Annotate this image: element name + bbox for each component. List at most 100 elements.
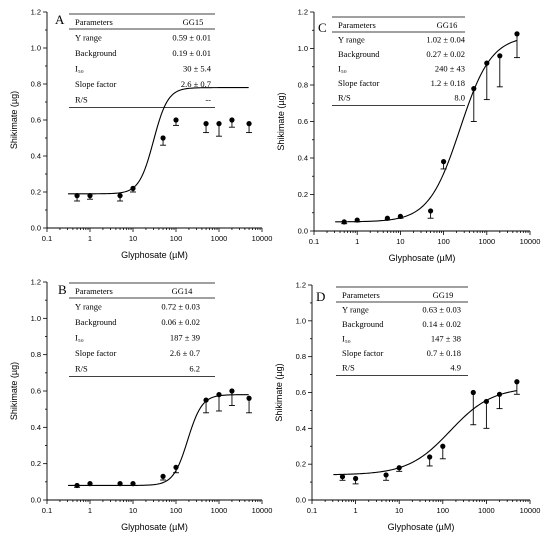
- table-row-label: I₅₀: [75, 64, 84, 74]
- y-tick-label: 0.6: [298, 117, 308, 126]
- y-axis-title: Shikimate (µg): [9, 91, 19, 149]
- table-row-label: Slope factor: [75, 348, 116, 358]
- x-tick-label: 100: [170, 506, 183, 515]
- data-point: [216, 392, 222, 398]
- y-tick-label: 1.2: [31, 278, 41, 287]
- x-axis-title: Glyphosate (µM): [121, 250, 188, 260]
- data-point: [397, 213, 403, 219]
- x-tick-label: 10: [396, 237, 404, 246]
- table-row-value: 2.6 ± 0.7: [170, 348, 200, 358]
- y-tick-label: 0.4: [31, 423, 41, 432]
- x-tick-label: 1: [355, 237, 359, 246]
- x-tick-label: 10: [129, 234, 137, 243]
- y-tick-label: 0.8: [31, 80, 41, 89]
- y-tick-label: 0.2: [31, 188, 41, 197]
- data-point: [427, 208, 434, 214]
- table-row-label: Y range: [75, 302, 102, 312]
- x-tick-label: 10000: [520, 237, 541, 246]
- fitted-curve: [333, 390, 517, 476]
- chart-panel-c: 0.1 1 10 100 1000 10000 0.0 0.2 0.4 0.6 0.8 1.0 1.2 G…: [276, 8, 540, 264]
- panel-letter: C: [318, 20, 327, 35]
- y-tick-label: 0.4: [298, 154, 308, 163]
- y-tick-label: 0.8: [298, 81, 308, 90]
- y-tick-label: 0.0: [31, 496, 41, 505]
- table-row-label: Y range: [75, 33, 102, 43]
- x-axis-title: Glyphosate (µM): [388, 522, 455, 532]
- x-tick-label: 10000: [520, 506, 541, 515]
- data-point: [130, 185, 136, 191]
- table-row-value: --: [205, 95, 211, 105]
- x-tick-label: 1000: [211, 234, 228, 243]
- table-row-label: Y range: [338, 35, 365, 45]
- y-tick-label: 1.0: [31, 314, 41, 323]
- y-tick-label: 1.2: [298, 8, 308, 17]
- table-header-label: Parameters: [342, 290, 380, 300]
- table-row-value: 0.06 ± 0.02: [161, 317, 200, 327]
- x-tick-label: 1000: [211, 506, 228, 515]
- chart-panel-d: 0.1 1 10 100 1000 10000 0.0 0.2 0.4 0.6 0.8 1.0 1.2 G…: [274, 281, 540, 533]
- data-point: [384, 215, 390, 221]
- panel-letter: A: [55, 12, 65, 27]
- data-point: [353, 475, 359, 482]
- data-point: [497, 53, 503, 59]
- table-row-value: 1.2 ± 0.18: [431, 78, 465, 88]
- parameter-table: Parameters GG16 Y range 1.02 ± 0.04 Backgrou…: [332, 16, 466, 106]
- table-row-label: R/S: [342, 363, 355, 373]
- table-row-label: R/S: [75, 95, 88, 105]
- table-row-label: Background: [338, 49, 380, 59]
- data-point: [117, 481, 123, 487]
- parameter-table: Parameters GG15 Y range 0.59 ± 0.01 Backgrou…: [69, 13, 215, 108]
- data-point: [74, 482, 80, 489]
- x-tick-label: 1000: [478, 506, 495, 515]
- table-row-label: Slope factor: [342, 348, 383, 358]
- data-point: [470, 389, 476, 396]
- y-tick-label: 0.8: [296, 352, 306, 361]
- y-tick-label: 0.4: [31, 152, 41, 161]
- y-tick-label: 1.0: [298, 44, 308, 53]
- y-tick-label: 0.2: [296, 460, 306, 469]
- table-row-value: 4.9: [450, 363, 461, 373]
- y-tick-label: 1.2: [296, 281, 306, 290]
- data-point: [87, 193, 93, 199]
- x-tick-label: 0.1: [307, 506, 317, 515]
- data-point: [246, 121, 252, 127]
- x-tick-label: 0.1: [309, 237, 319, 246]
- table-row-value: 0.27 ± 0.02: [426, 49, 465, 59]
- table-header-value: GG14: [172, 286, 194, 296]
- data-point: [427, 454, 433, 460]
- x-tick-label: 1: [354, 506, 358, 515]
- table-row-value: 187 ± 39: [170, 333, 200, 343]
- data-point: [514, 379, 520, 385]
- data-point: [440, 443, 446, 449]
- data-point: [173, 464, 179, 470]
- y-tick-label: 0.2: [298, 190, 308, 199]
- table-row-value: 8.0: [454, 93, 465, 103]
- table-row-label: Y range: [342, 305, 369, 315]
- chart-panel-b: 0.1 1 10 100 1000 10000 0.0 0.2 0.4 0.6 0.8 1.0 1.2 G…: [9, 278, 272, 533]
- data-point: [203, 121, 209, 127]
- table-header-value: GG16: [437, 20, 458, 30]
- data-point: [216, 121, 222, 127]
- data-point: [483, 398, 489, 405]
- data-point: [203, 397, 209, 403]
- table-header-value: GG15: [183, 17, 204, 27]
- table-row-label: R/S: [75, 364, 88, 374]
- y-axis-title: Shikimate (µg): [274, 363, 284, 421]
- table-header-label: Parameters: [75, 286, 113, 296]
- y-tick-label: 0.0: [31, 224, 41, 233]
- x-tick-label: 10: [129, 506, 137, 515]
- x-tick-label: 10000: [252, 506, 273, 515]
- table-row-label: Background: [75, 317, 117, 327]
- table-row-label: I₅₀: [342, 334, 351, 344]
- x-tick-label: 100: [170, 234, 183, 243]
- y-tick-label: 0.6: [31, 116, 41, 125]
- y-tick-label: 1.0: [296, 316, 306, 325]
- table-row-label: Background: [75, 48, 117, 58]
- data-point: [229, 388, 235, 394]
- y-tick-label: 0.0: [296, 496, 306, 505]
- data-point: [341, 219, 347, 225]
- data-point: [496, 391, 503, 397]
- data-point: [441, 159, 447, 165]
- y-tick-label: 1.2: [31, 8, 41, 17]
- table-row-value: 30 ± 5.4: [183, 64, 212, 74]
